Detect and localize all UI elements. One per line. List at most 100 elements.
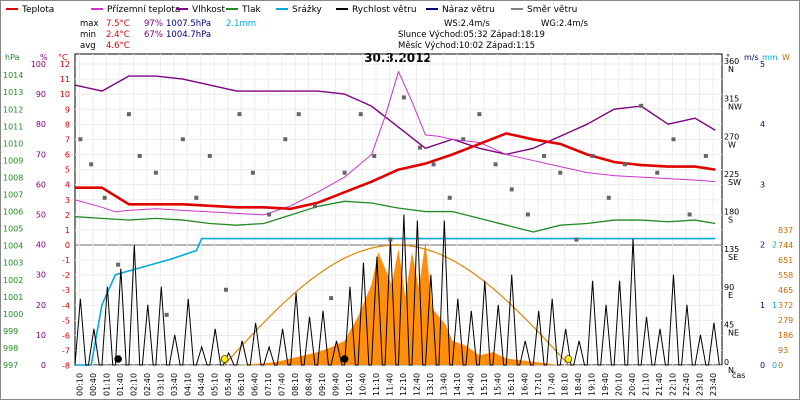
humidity-tick-label: 0 [41,361,46,370]
stats-min-hum: 67% [144,30,163,40]
wind-tick-label: 4 [760,120,765,129]
x-tick-label: 17:10 [534,373,543,396]
pressure-tick-label: 1001 [3,293,23,302]
temperature-tick-label: 0 [65,241,70,250]
pressure-tick-label: 1004 [3,242,23,251]
stats-max-rain: 2.1mm [226,19,256,29]
temperature-tick-label: 10 [60,90,70,99]
event-marker [340,355,349,363]
humidity-tick-label: 100 [31,60,46,69]
x-tick-label: 07:10 [264,373,273,396]
stats-max-label: max [80,19,99,29]
marker-layer [114,355,573,363]
pressure-tick-label: 1014 [3,71,23,80]
temperature-tick-label: 5 [65,166,70,175]
wind-direction-point [267,212,272,217]
pressure-tick-label: 1011 [3,122,23,131]
legend-label-teplota: Teplota [21,5,54,15]
legend-label-vlhkost: Vlhkost [192,5,225,15]
series-layer [74,71,720,366]
stats-avg-temp: 4.6°C [106,41,130,51]
x-tick-label: 06:10 [237,373,246,396]
stats-sun: Slunce Východ:05:32 Západ:18:19 [398,30,545,40]
event-marker [220,355,229,363]
wind-direction-point [703,153,708,158]
x-tick-label: 00:10 [75,373,84,396]
direction-tick-label: 0 [724,358,729,367]
compass-label: E [728,291,733,300]
stats-max-hum: 97% [144,19,163,29]
x-tick-label: 10:40 [359,373,368,396]
pressure-tick-label: 997 [3,361,18,370]
wind-direction-point [542,153,547,158]
direction-tick-label: 270 [724,132,739,141]
stats-min-temp: 2.4°C [106,30,130,40]
x-tick-label: 09:40 [332,373,341,396]
temperature-tick-label: 7 [65,135,70,144]
humidity-tick-label: 70 [36,150,46,159]
wind-direction-point [250,170,255,175]
rain-tick-label: 0 [772,361,777,370]
wind-direction-point [687,212,692,217]
legend-label-prizemni-teplota: Přízemní teplota [107,5,180,15]
x-tick-label: 06:40 [251,373,260,396]
direction-tick-label: 225 [724,170,739,179]
stats-min-press: 1004.7hPa [166,30,211,40]
temperature-tick-label: 12 [60,60,70,69]
humidity-tick-label: 50 [36,211,46,220]
solar-tick-label: 279 [778,316,793,325]
x-tick-label: 03:40 [170,373,179,396]
wind-direction-point [639,103,644,108]
stats-wg: WG:2.4m/s [541,19,589,29]
temperature-tick-label: -7 [62,347,70,356]
wind-direction-point [418,145,423,150]
solar-tick-label: 0 [778,361,783,370]
x-tick-label: 15:10 [480,373,489,396]
stats-max-press: 1007.5hPa [166,19,211,29]
wind-direction-point [89,162,94,167]
stats-max-temp: 7.5°C [106,19,130,29]
pressure-tick-label: 1002 [3,276,23,285]
solar-area [223,242,561,365]
legend: Teplota Přízemní teplota Vlhkost Tlak Sr… [6,5,577,15]
x-tick-label: 20:40 [628,373,637,396]
wind-direction-point [622,162,627,167]
temperature-tick-label: -5 [62,316,70,325]
compass-label: S [728,216,733,225]
humidity-tick-label: 90 [36,90,46,99]
humidity-unit: % [40,53,48,62]
x-tick-label: 12:40 [412,373,421,396]
temperature-tick-label: 9 [65,105,70,114]
temperature-tick-label: 1 [65,226,70,235]
legend-label-tlak: Tlak [241,5,262,15]
wind-direction-point [372,153,377,158]
wind-direction-point [401,95,406,100]
wind-direction-point [477,112,482,117]
compass-label: SW [728,178,741,187]
x-tick-label: 12:10 [399,373,408,396]
event-marker [564,355,573,363]
compass-label: NE [728,328,739,337]
wind-direction-point [574,237,579,242]
wind-direction-point [283,137,288,142]
solar-unit: W [782,53,790,62]
wind-direction-point [558,170,563,175]
legend-label-srazky: Srážky [292,5,323,15]
temperature-tick-label: 6 [65,151,70,160]
x-tick-label: 17:40 [547,373,556,396]
event-marker [114,355,122,363]
wind-tick-label: 0 [760,361,765,370]
temperature-tick-label: 11 [60,75,70,84]
series-p-zemn-teplota [74,71,716,216]
x-tick-label: 18:40 [574,373,583,396]
temperature-tick-label: 2 [65,211,70,220]
x-tick-label: 11:40 [386,373,395,396]
direction-tick-label: 135 [724,245,739,254]
rain-unit: mm [762,53,778,62]
temperature-tick-label: -6 [62,331,70,340]
direction-tick-label: 180 [724,208,739,217]
compass-label: NW [728,103,742,112]
temperature-tick-label: -3 [62,286,70,295]
wind-direction-point [126,112,131,117]
